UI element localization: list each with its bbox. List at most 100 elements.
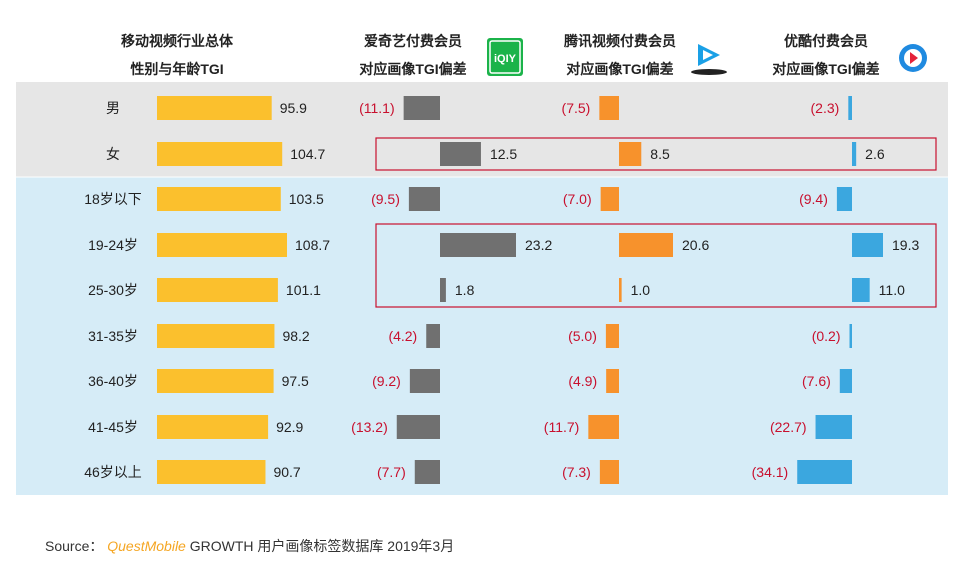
deviation-value: (5.0): [568, 328, 597, 344]
deviation-value: 8.5: [650, 146, 670, 162]
deviation-bar: [440, 142, 481, 166]
category-label: 18岁以下: [84, 191, 142, 207]
overall-tgi-value: 95.9: [280, 100, 307, 116]
deviation-value: 20.6: [682, 237, 709, 253]
iqiyi-logo-text: iQIY: [494, 53, 517, 65]
series-header-line1: 爱奇艺付费会员: [364, 33, 462, 49]
deviation-bar: [619, 278, 622, 302]
deviation-value: (13.2): [351, 419, 388, 435]
overall-tgi-value: 103.5: [289, 191, 324, 207]
deviation-bar: [836, 187, 852, 211]
overall-tgi-value: 97.5: [282, 373, 309, 389]
series-header-line1: 优酷付费会员: [784, 33, 868, 49]
iqiyi-logo-icon: [487, 38, 523, 76]
overall-tgi-value: 104.7: [290, 146, 325, 162]
deviation-value: (0.2): [812, 328, 841, 344]
deviation-bar: [606, 369, 619, 393]
deviation-value: (11.1): [359, 100, 395, 116]
gender-band: [16, 82, 948, 177]
series-header-line2: 对应画像TGI偏差: [772, 61, 879, 77]
deviation-value: 1.8: [455, 282, 475, 298]
deviation-value: (34.1): [752, 464, 789, 480]
overall-tgi-bar: [157, 233, 287, 257]
overall-tgi-value: 90.7: [273, 464, 300, 480]
deviation-bar: [839, 369, 852, 393]
source-prefix: Source：: [45, 538, 104, 554]
deviation-value: (7.6): [802, 373, 831, 389]
deviation-bar: [440, 278, 446, 302]
series-header-line2: 对应画像TGI偏差: [359, 61, 466, 77]
category-label: 36-40岁: [88, 373, 138, 389]
category-label: 41-45岁: [88, 419, 138, 435]
deviation-value: (7.3): [562, 464, 591, 480]
deviation-value: (7.5): [562, 100, 591, 116]
source-footer: Source： QuestMobile GROWTH 用户画像标签数据库 201…: [45, 536, 454, 556]
category-label: 25-30岁: [88, 282, 138, 298]
category-label: 46岁以上: [84, 464, 142, 480]
overall-tgi-bar: [157, 187, 281, 211]
youku-logo-arrow: [910, 52, 918, 64]
deviation-value: (2.3): [811, 100, 840, 116]
overall-tgi-bar: [157, 415, 269, 439]
deviation-bar: [409, 369, 440, 393]
deviation-value: 11.0: [879, 282, 905, 298]
age-band: [16, 177, 948, 495]
highlight-box-19-30: [375, 223, 937, 308]
deviation-value: 12.5: [490, 146, 517, 162]
deviation-bar: [852, 142, 857, 166]
tencent-video-logo-shadow: [691, 69, 727, 75]
category-label: 女: [106, 146, 120, 162]
deviation-value: 23.2: [525, 237, 552, 253]
deviation-bar: [408, 187, 440, 211]
deviation-bar: [599, 96, 619, 120]
deviation-bar: [600, 187, 619, 211]
deviation-bar: [605, 324, 619, 348]
deviation-value: (4.2): [388, 328, 417, 344]
overall-tgi-bar: [157, 142, 283, 166]
overall-tgi-value: 98.2: [282, 328, 309, 344]
category-label: 19-24岁: [88, 237, 138, 253]
deviation-bar: [414, 460, 440, 484]
deviation-value: 1.0: [631, 282, 651, 298]
source-brand: QuestMobile: [107, 538, 186, 554]
deviation-value: 2.6: [865, 146, 885, 162]
overall-tgi-bar: [157, 460, 266, 484]
deviation-value: 19.3: [892, 237, 919, 253]
overall-tgi-value: 101.1: [286, 282, 321, 298]
deviation-value: (22.7): [770, 419, 807, 435]
overall-header-line2: 性别与年龄TGI: [130, 61, 223, 77]
deviation-bar: [599, 460, 619, 484]
category-label: 31-35岁: [88, 328, 138, 344]
deviation-value: (7.0): [563, 191, 592, 207]
deviation-bar: [848, 96, 852, 120]
series-header-line2: 对应画像TGI偏差: [566, 61, 673, 77]
deviation-bar: [619, 142, 642, 166]
overall-tgi-value: 92.9: [276, 419, 303, 435]
overall-tgi-bar: [157, 324, 275, 348]
deviation-bar: [588, 415, 619, 439]
highlight-box-female: [375, 137, 937, 171]
category-label: 男: [106, 100, 120, 116]
iqiyi-logo-frame: [489, 40, 521, 74]
source-rest: GROWTH 用户画像标签数据库 2019年3月: [189, 538, 455, 554]
series-header-line1: 腾讯视频付费会员: [564, 33, 676, 49]
deviation-bar: [852, 233, 883, 257]
deviation-value: (9.5): [371, 191, 400, 207]
overall-header-line1: 移动视频行业总体: [121, 33, 234, 49]
deviation-value: (4.9): [568, 373, 597, 389]
overall-tgi-bar: [157, 278, 278, 302]
deviation-bar: [852, 278, 870, 302]
deviation-value: (9.2): [372, 373, 401, 389]
deviation-bar: [440, 233, 516, 257]
deviation-bar: [396, 415, 440, 439]
deviation-value: (9.4): [799, 191, 828, 207]
deviation-bar: [619, 233, 673, 257]
deviation-bar: [797, 460, 852, 484]
deviation-value: (7.7): [377, 464, 406, 480]
deviation-value: (11.7): [544, 419, 580, 435]
overall-tgi-bar: [157, 369, 274, 393]
overall-tgi-bar: [157, 96, 272, 120]
tencent-video-logo-inner: [703, 50, 713, 60]
